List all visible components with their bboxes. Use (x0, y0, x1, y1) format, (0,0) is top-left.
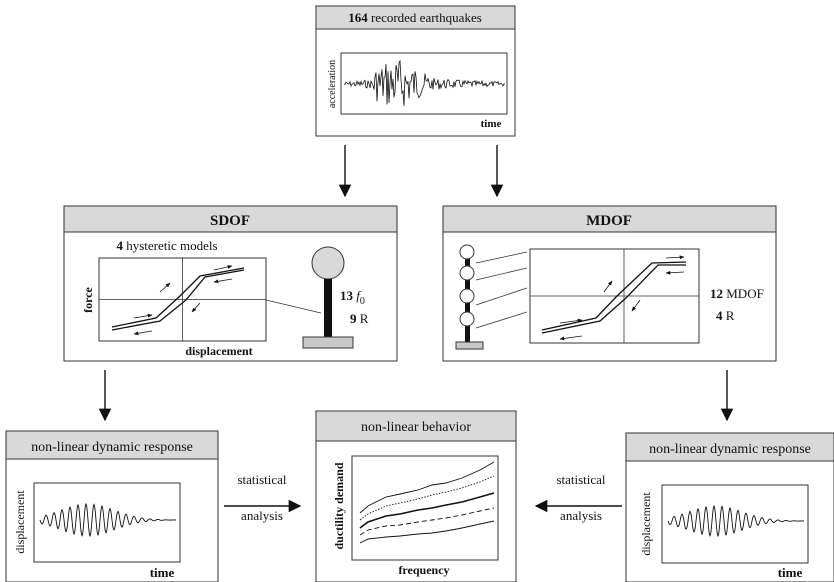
sdof-title: SDOF (210, 213, 250, 229)
left-time-label: time (150, 565, 175, 580)
unloading-arrow (665, 270, 685, 275)
mdof-r-label: 4 R (716, 308, 735, 323)
earthquake-time-label: time (481, 118, 502, 130)
loading-arrow (159, 282, 171, 293)
ductility-curve (359, 461, 495, 514)
ductility-axis-label: ductility demand (332, 462, 346, 549)
right-statistical-line1: statistical (556, 472, 606, 487)
sdof-box: SDOF 4 hysteretic models force displacem… (63, 205, 398, 362)
right-statistical-label: statistical analysis (540, 472, 622, 524)
earthquakes-title: 164 recorded earthquakes (348, 10, 482, 25)
loading-arrow (559, 318, 583, 324)
mdof-connector-line (475, 267, 528, 281)
right-time-label: time (778, 565, 803, 580)
acceleration-signal (343, 59, 506, 106)
mdof-connector-line (475, 287, 528, 306)
behavior-title: non-linear behavior (361, 420, 471, 435)
right-displacement-axis-label: displacement (639, 492, 653, 556)
right-response-box: non-linear dynamic response displacement… (625, 432, 834, 582)
right-displacement-signal (667, 504, 804, 537)
loading-arrow (213, 265, 233, 271)
sdof-structure-icon (302, 246, 354, 349)
ductility-curve (359, 475, 495, 521)
unloading-arrow (559, 335, 583, 341)
loading-arrow (665, 255, 685, 260)
left-statistical-line1: statistical (237, 472, 287, 487)
unloading-arrow (133, 330, 153, 336)
sdof-models-label: 4 hysteretic models (116, 238, 217, 253)
mdof-connector-line (475, 311, 528, 329)
sdof-connector-line (265, 299, 322, 314)
right-response-title: non-linear dynamic response (649, 442, 811, 457)
left-displacement-axis-label: displacement (13, 490, 27, 554)
mdof-count-label: 12 MDOF (710, 286, 764, 301)
right-statistical-line2: analysis (560, 508, 602, 523)
mdof-title: MDOF (586, 213, 632, 229)
acceleration-axis-label: acceleration (327, 60, 338, 108)
ductility-curve (359, 520, 495, 544)
ductility-curve (359, 507, 495, 536)
loading-arrow (133, 313, 153, 319)
unloading-arrow (213, 278, 233, 284)
displacement-axis-label: displacement (185, 344, 252, 358)
behavior-box: non-linear behavior ductility demand fre… (315, 410, 517, 582)
left-response-title: non-linear dynamic response (31, 440, 193, 455)
left-statistical-line2: analysis (241, 508, 283, 523)
mdof-structure-icon (455, 244, 484, 350)
frequency-axis-label: frequency (398, 563, 449, 577)
earthquakes-box: 164 recorded earthquakes acceleration ti… (315, 5, 516, 137)
mdof-box: MDOF 12 MDOF 4 R (442, 205, 777, 362)
ductility-curve (359, 492, 495, 529)
unloading-arrow (191, 302, 201, 313)
loading-arrow (603, 280, 613, 293)
left-statistical-label: statistical analysis (224, 472, 300, 524)
ductility-plot-frame (351, 455, 499, 561)
sdof-hysteresis-loop (111, 267, 245, 331)
right-displacement-plot-frame (661, 484, 809, 564)
sdof-r-label: 9 R (350, 311, 369, 326)
sdof-frequencies-label: 13 f0 (340, 288, 365, 307)
left-displacement-signal (39, 502, 176, 538)
left-displacement-plot-frame (33, 482, 181, 563)
unloading-arrow (631, 299, 641, 312)
left-response-box: non-linear dynamic response displacement… (5, 430, 219, 582)
force-axis-label: force (81, 286, 95, 312)
mdof-connector-line (475, 251, 528, 264)
